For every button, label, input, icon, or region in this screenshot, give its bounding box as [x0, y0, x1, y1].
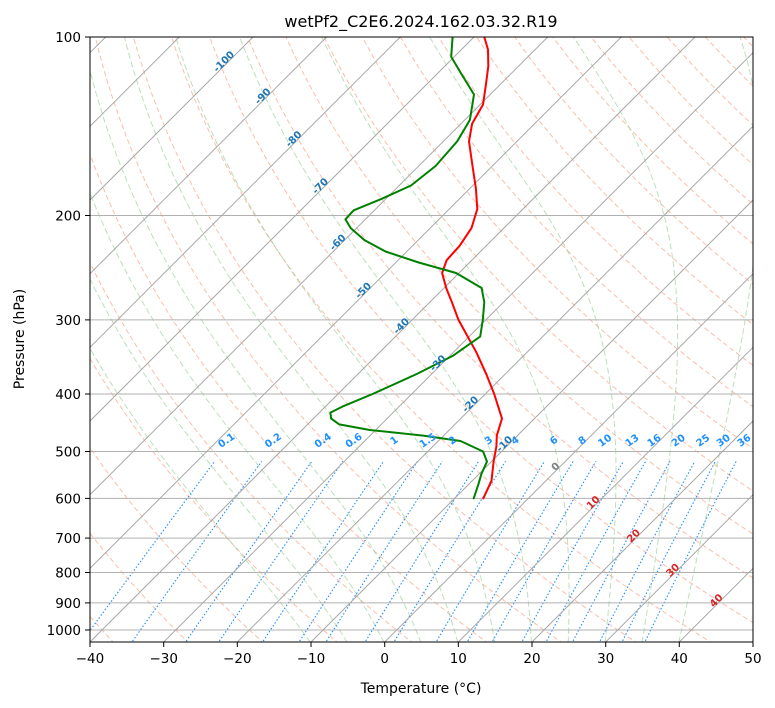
mixing-ratio-line: [435, 461, 545, 642]
dry-adiabat-line: [94, 37, 562, 642]
mixing-ratio-line: [184, 460, 313, 642]
y-tick-label: 100: [55, 30, 81, 46]
mixing-ratio-line: [571, 461, 671, 642]
x-tick-label: −10: [297, 651, 326, 667]
x-tick-label: −20: [223, 651, 252, 667]
y-tick-label: 1000: [47, 623, 81, 639]
isotherm-line: [162, 51, 753, 642]
dry-adiabat-line: [90, 261, 413, 642]
moist-adiabat-line: [573, 37, 679, 642]
dry-adiabat-line: [399, 37, 753, 408]
moist-adiabat-line: [429, 37, 617, 642]
dry-adiabat-line: [285, 37, 753, 535]
isotherm-line: [90, 37, 402, 349]
x-tick-label: 40: [671, 651, 688, 667]
y-tick-label: 900: [55, 596, 81, 612]
x-tick-label: 20: [523, 651, 540, 667]
y-tick-label: 800: [55, 566, 81, 582]
temperature-profile-line: [441, 37, 503, 500]
mixing-ratio-line: [491, 461, 597, 642]
mixing-ratio-line: [364, 461, 480, 642]
isotherm-line: [604, 493, 753, 642]
y-axis-label: Pressure (hPa): [12, 289, 28, 389]
y-tick-label: 300: [55, 313, 81, 329]
isotherm-line: [90, 37, 254, 201]
isotherm-line: [90, 37, 549, 496]
plot-frame: [89, 36, 754, 643]
mixing-ratio-line: [325, 460, 443, 642]
mixing-ratio-line: [598, 461, 696, 642]
x-axis-label: Temperature (°C): [360, 681, 482, 697]
mixing-ratio-line: [621, 461, 716, 642]
x-tick-label: 0: [380, 651, 389, 667]
moist-adiabat-line: [678, 37, 753, 642]
dry-adiabat-line: [590, 37, 753, 205]
isotherm-line: [90, 37, 475, 422]
x-tick-label: 30: [597, 651, 614, 667]
dry-adiabat-line: [171, 37, 712, 642]
x-tick-label: 50: [744, 651, 761, 667]
dry-adiabat-line: [475, 37, 753, 326]
isotherm-line: [90, 37, 623, 570]
mixing-ratio-line: [298, 460, 418, 642]
moist-adiabat-line: [90, 68, 422, 642]
chart-title: wetPf2_C2E6.2024.162.03.32.R19: [284, 12, 557, 32]
dry-adiabat-line: [90, 532, 189, 642]
x-tick-label: −40: [76, 651, 105, 667]
y-tick-label: 700: [55, 531, 81, 547]
isotherm-line: [531, 420, 753, 642]
x-tick-label: −30: [149, 651, 178, 667]
dry-adiabat-line: [323, 37, 753, 492]
isotherm-line: [90, 37, 696, 642]
y-tick-label: 600: [55, 491, 81, 507]
isotherm-line: [457, 346, 753, 642]
isotherm-line: [310, 199, 753, 642]
dewpoint-profile-line: [329, 37, 488, 500]
moist-adiabat-line: [175, 37, 496, 642]
moist-adiabat-line: [239, 37, 532, 642]
isotherm-line: [383, 272, 753, 642]
moist-adiabat-line: [90, 191, 385, 642]
mixing-ratio-line: [131, 460, 263, 642]
dry-adiabat-line: [90, 152, 488, 642]
dry-adiabat-line: [361, 37, 753, 450]
moist-adiabat-line: [90, 347, 311, 642]
mixing-ratio-line: [466, 461, 574, 642]
dry-adiabat-line: [437, 37, 753, 366]
isotherm-line: [236, 125, 753, 642]
isotherm-line: [90, 37, 328, 275]
y-tick-label: 400: [55, 387, 81, 403]
moist-adiabat-line: [123, 37, 459, 642]
moist-adiabat-line: [90, 277, 348, 642]
mixing-ratio-line: [261, 460, 385, 642]
mixing-ratio-line: [644, 461, 737, 642]
y-tick-label: 200: [55, 209, 81, 225]
moist-adiabat-line: [321, 37, 570, 642]
x-tick-label: 10: [450, 651, 467, 667]
mixing-ratio-line: [90, 460, 216, 632]
y-tick-label: 500: [55, 445, 81, 461]
dry-adiabat-line: [247, 37, 753, 579]
